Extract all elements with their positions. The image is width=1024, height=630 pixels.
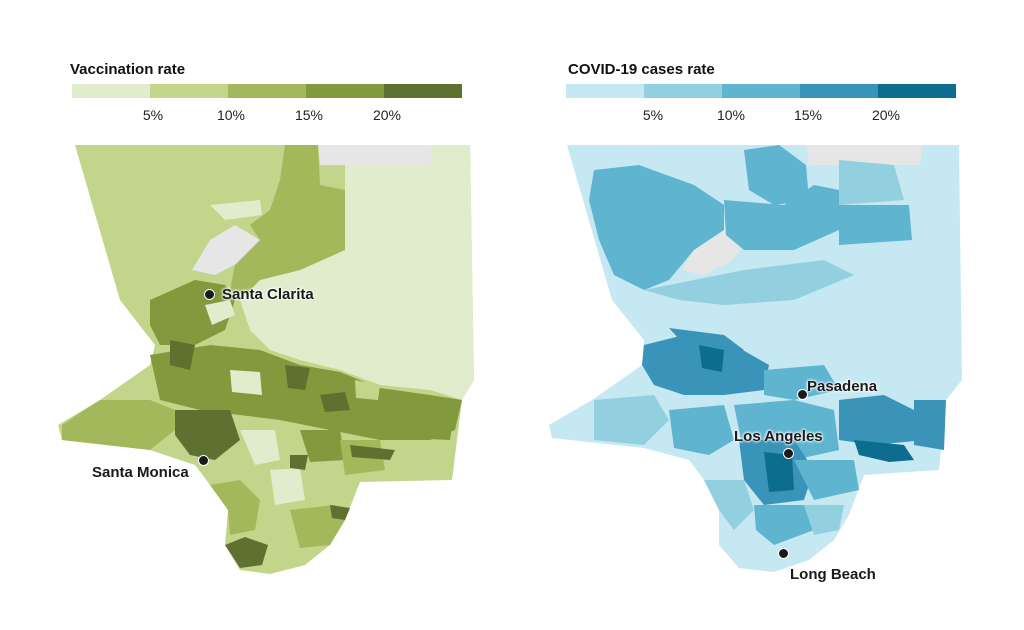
legend-color-scale — [566, 84, 956, 98]
legend-title: Vaccination rate — [70, 61, 186, 78]
region-highest — [699, 345, 724, 372]
region-mid — [704, 480, 754, 530]
legend-tick: 10% — [716, 107, 746, 123]
legend-title: COVID-19 cases rate — [568, 61, 715, 78]
legend-tick: 20% — [871, 107, 901, 123]
region-darkest — [350, 445, 395, 460]
region-darkest — [285, 365, 310, 390]
region-highest — [854, 440, 914, 462]
region-light — [270, 468, 305, 505]
region-darkest — [320, 392, 350, 412]
legend-tick: 15% — [793, 107, 823, 123]
no-data-area — [192, 225, 260, 275]
region-darkest — [290, 455, 308, 470]
legend-bin-3 — [722, 84, 800, 98]
region-light — [240, 430, 280, 465]
city-marker — [204, 289, 215, 300]
legend-bin-5 — [384, 84, 462, 98]
covid-cases-map-panel: COVID-19 cases rate 5% 10% 15% 20% — [494, 0, 1006, 630]
region-mid-high — [754, 505, 814, 545]
legend-color-scale — [72, 84, 462, 98]
city-label-pasadena: Pasadena — [807, 378, 878, 395]
region-darkest — [170, 340, 195, 370]
region-mid — [804, 505, 844, 535]
legend-tick: 15% — [294, 107, 324, 123]
no-data-area — [806, 145, 922, 165]
legend-bin-1 — [566, 84, 644, 98]
city-marker — [198, 455, 209, 466]
covid-cases-choropleth — [549, 145, 962, 572]
city-label-santa-clarita: Santa Clarita — [222, 286, 314, 303]
city-label-long-beach: Long Beach — [790, 566, 876, 583]
vaccination-map-panel: Vaccination rate 5% 10% 15% 20% — [58, 61, 474, 574]
region-mid — [290, 505, 345, 548]
region-dark — [150, 345, 462, 440]
legend-bin-2 — [150, 84, 228, 98]
region-mid — [594, 395, 669, 445]
city-label-los-angeles: Los Angeles — [734, 428, 823, 445]
region-low — [240, 145, 474, 400]
legend-bin-2 — [644, 84, 722, 98]
legend-tick: 5% — [142, 107, 164, 123]
legend-tick: 10% — [216, 107, 246, 123]
region-mid-high — [669, 405, 734, 455]
region-light — [355, 380, 380, 400]
region-light — [205, 300, 235, 325]
region-highest — [764, 452, 794, 492]
legend-bin-1 — [72, 84, 150, 98]
region-darkest — [330, 505, 350, 520]
legend-bin-3 — [228, 84, 306, 98]
region-mid-high — [794, 460, 859, 500]
vaccination-choropleth — [58, 145, 474, 574]
city-marker — [783, 448, 794, 459]
region-light — [230, 370, 262, 395]
region-mid — [230, 145, 345, 300]
city-marker — [778, 548, 789, 559]
legend-bin-4 — [306, 84, 384, 98]
region-darkest — [225, 537, 268, 568]
region-light — [210, 200, 262, 220]
region-dark — [300, 430, 345, 462]
region-mid-high — [764, 365, 839, 400]
legend-tick: 20% — [372, 107, 402, 123]
region-high — [839, 395, 924, 445]
legend-bin-5 — [878, 84, 956, 98]
region-darkest — [175, 410, 240, 460]
legend-bin-4 — [800, 84, 878, 98]
region-mid-high — [724, 185, 839, 250]
city-marker — [797, 389, 808, 400]
region-high — [914, 400, 946, 450]
region-mid-high — [839, 205, 912, 245]
region-mid-high — [744, 145, 809, 205]
region-dark — [400, 400, 455, 440]
no-data-area — [318, 145, 432, 165]
region-mid — [644, 260, 854, 305]
region-light — [418, 440, 452, 480]
region-mid — [839, 160, 904, 205]
region-mid — [210, 480, 260, 535]
city-label-santa-monica: Santa Monica — [92, 464, 189, 481]
region-mid-high — [589, 165, 724, 290]
legend-tick: 5% — [642, 107, 664, 123]
region-mid — [62, 400, 175, 450]
